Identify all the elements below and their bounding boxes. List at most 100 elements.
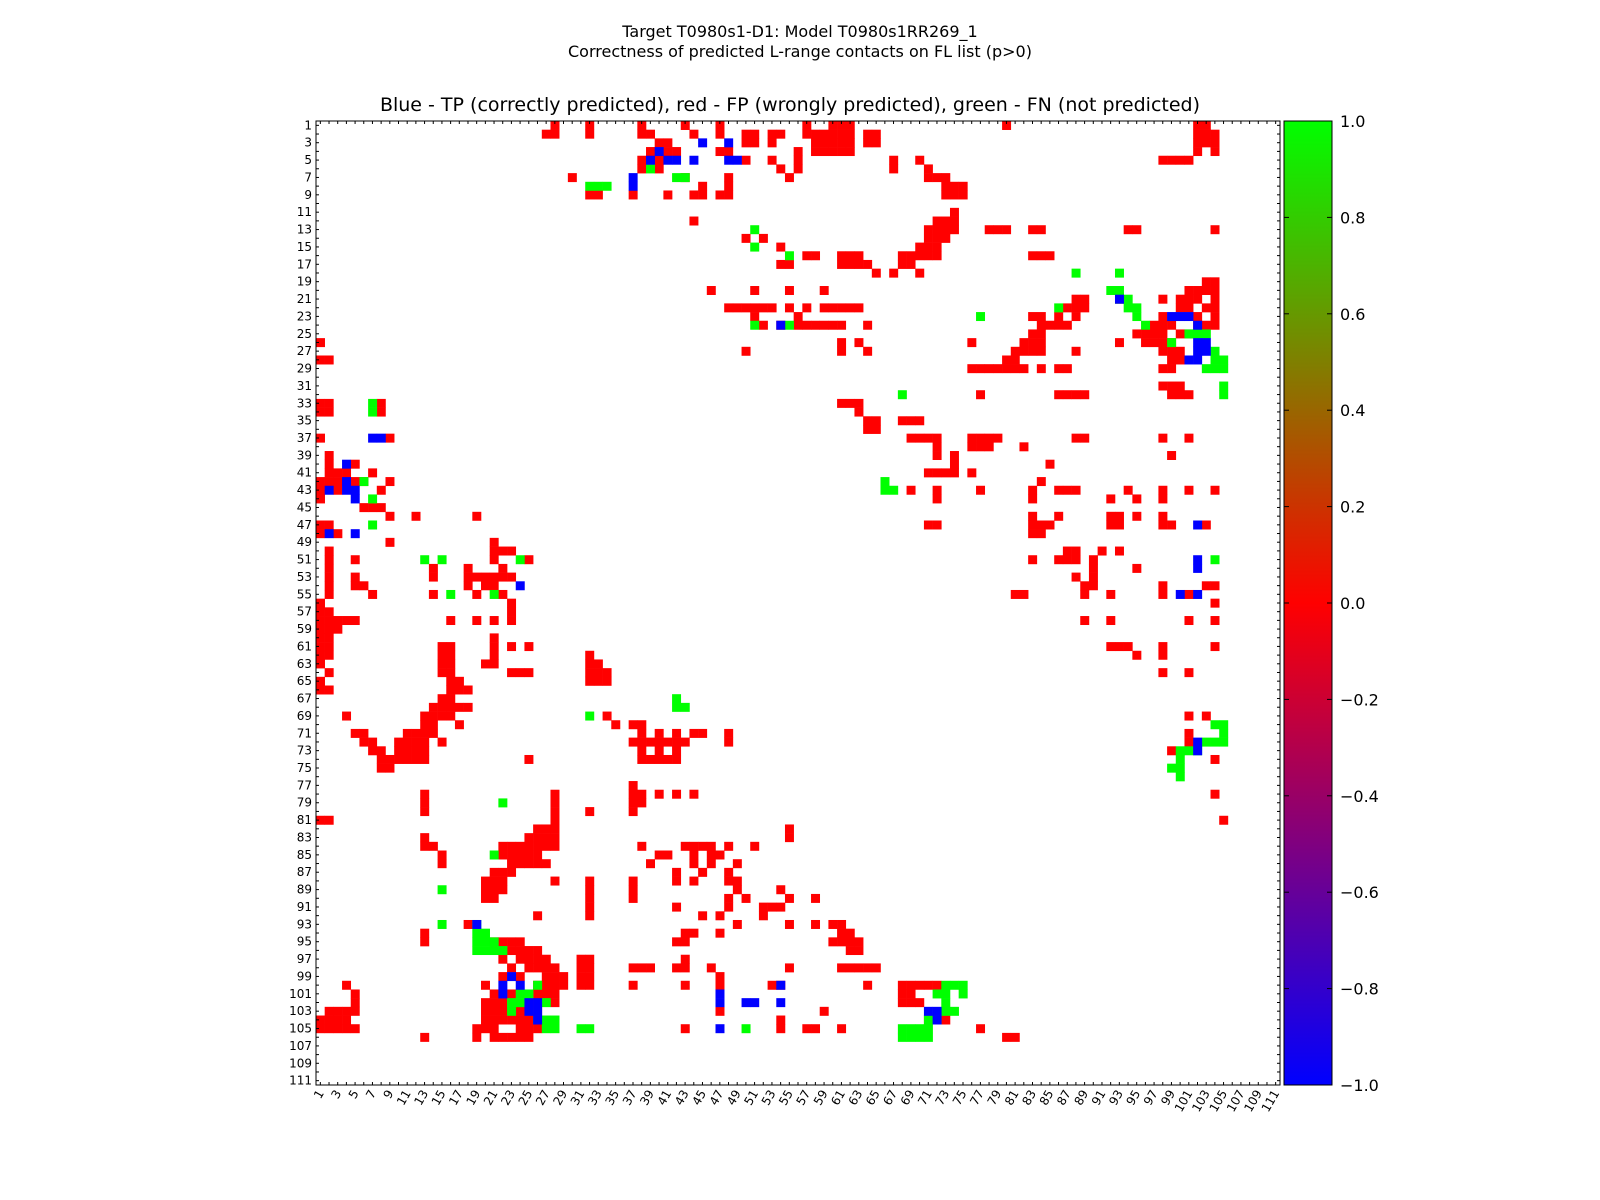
contact-cell-fp — [1132, 511, 1142, 521]
contact-cell-fp — [750, 841, 760, 851]
contact-cell-fp — [1036, 338, 1046, 348]
contact-cell-fp — [454, 676, 464, 686]
colorbar-ticks: 1.0 0.8 0.6 0.4 0.2 0.0 −0.2 −0.4 −0.6 −0.8 −1.0 — [1284, 112, 1379, 1095]
y-tick-label: 41 — [297, 466, 312, 480]
contact-cell-fp — [637, 798, 647, 808]
contact-cell-fp — [1106, 642, 1116, 652]
contact-cell-fp — [1028, 555, 1038, 565]
contact-cell-fn — [1054, 303, 1064, 313]
contact-cell-fp — [1088, 572, 1098, 582]
contact-cell-fp — [923, 468, 933, 478]
y-tick-label: 19 — [297, 275, 312, 289]
contact-cell-fp — [498, 589, 508, 599]
contact-cell-fp — [750, 312, 760, 322]
contact-cell-fn — [507, 998, 517, 1008]
colorbar: 1.0 0.8 0.6 0.4 0.2 0.0 −0.2 −0.4 −0.6 −0.8 −1.0 — [1283, 112, 1379, 1095]
contact-cell-fp — [507, 859, 517, 869]
contact-cell-fp — [1071, 303, 1081, 313]
contact-cell-fp — [489, 893, 499, 903]
contact-cell-fp — [324, 468, 334, 478]
contact-cell-fp — [715, 129, 725, 139]
x-tick-label: 85 — [1037, 1088, 1057, 1108]
contact-cell-fp — [897, 998, 907, 1008]
contact-cell-fn — [524, 989, 534, 999]
contact-cell-fp — [498, 1015, 508, 1025]
y-tick-label: 63 — [297, 657, 312, 671]
contact-cell-fp — [454, 720, 464, 730]
contact-cell-fn — [932, 989, 942, 999]
contact-cell-tp — [515, 581, 525, 591]
contact-cell-fp — [845, 963, 855, 973]
y-tick-label: 17 — [297, 257, 312, 271]
contact-cell-fp — [1184, 737, 1194, 747]
contact-cell-fn — [680, 702, 690, 712]
contact-cell-fp — [1132, 494, 1142, 504]
contact-cell-fp — [446, 702, 456, 712]
contact-cell-tp — [350, 485, 360, 495]
contact-cell-fp — [976, 1024, 986, 1034]
contact-cell-fp — [863, 129, 873, 139]
contact-cell-fp — [1062, 485, 1072, 495]
contact-cell-fp — [324, 668, 334, 678]
contact-cell-fp — [784, 963, 794, 973]
contact-cell-fp — [463, 685, 473, 695]
contact-cell-fp — [837, 928, 847, 938]
colorbar-tick-label: −1.0 — [1340, 1076, 1379, 1095]
contact-cell-fp — [698, 728, 708, 738]
contact-cell-fp — [1158, 294, 1168, 304]
y-tick-label: 83 — [297, 830, 312, 844]
contact-cell-fn — [1201, 329, 1211, 339]
contact-cell-fp — [342, 468, 352, 478]
contact-cell-fp — [793, 312, 803, 322]
contact-cell-fp — [1106, 616, 1116, 626]
contact-cell-fp — [732, 919, 742, 929]
contact-cell-fp — [1097, 546, 1107, 556]
contact-cell-tp — [724, 155, 734, 165]
contact-cell-fp — [784, 286, 794, 295]
x-tick-label: 39 — [637, 1088, 657, 1108]
contact-cell-fp — [1167, 364, 1177, 374]
contact-cell-fn — [593, 181, 603, 191]
contact-cell-fp — [507, 607, 517, 617]
contact-cell-fp — [541, 824, 551, 834]
contact-cell-fn — [533, 980, 543, 990]
contact-cell-fp — [1045, 320, 1055, 330]
contact-cell-fn — [672, 702, 682, 712]
contact-cell-fn — [1175, 772, 1185, 782]
contact-cell-fp — [715, 928, 725, 938]
contact-cell-fp — [1158, 650, 1168, 660]
x-tick-label: 31 — [568, 1088, 588, 1108]
contact-cell-fp — [446, 711, 456, 721]
contact-cell-fp — [932, 485, 942, 495]
contact-cell-tp — [1184, 312, 1194, 322]
contact-cell-fp — [550, 989, 560, 999]
contact-cell-fp — [758, 303, 768, 313]
contact-cell-fp — [724, 876, 734, 886]
x-tick-label: 19 — [463, 1088, 483, 1108]
contact-cell-fp — [871, 424, 881, 434]
contact-cell-fp — [915, 416, 925, 426]
contact-cell-fp — [932, 251, 942, 261]
contact-cell-fp — [767, 902, 777, 912]
y-tick-label: 103 — [289, 1004, 312, 1018]
contact-cell-tp — [750, 998, 760, 1008]
y-tick-label: 45 — [297, 500, 312, 514]
contact-cell-fp — [1080, 390, 1090, 400]
contact-cell-fp — [1193, 138, 1203, 148]
contact-cell-fp — [672, 867, 682, 877]
contact-cell-fn — [515, 555, 525, 565]
contact-cell-fp — [819, 1006, 829, 1016]
contact-cell-fp — [1175, 346, 1185, 356]
contact-cell-fp — [1210, 598, 1220, 608]
contact-cell-fp — [897, 980, 907, 990]
contact-cell-fp — [828, 129, 838, 139]
contact-cell-fp — [984, 442, 994, 452]
contact-cell-fp — [837, 1024, 847, 1034]
contact-cell-fp — [342, 980, 352, 990]
contact-cell-fp — [932, 451, 942, 460]
contact-cell-fp — [889, 155, 899, 165]
contact-cell-fp — [967, 468, 977, 478]
y-tick-label: 79 — [297, 796, 312, 810]
contact-cell-fp — [1106, 520, 1116, 530]
contact-cell-fp — [628, 737, 638, 747]
